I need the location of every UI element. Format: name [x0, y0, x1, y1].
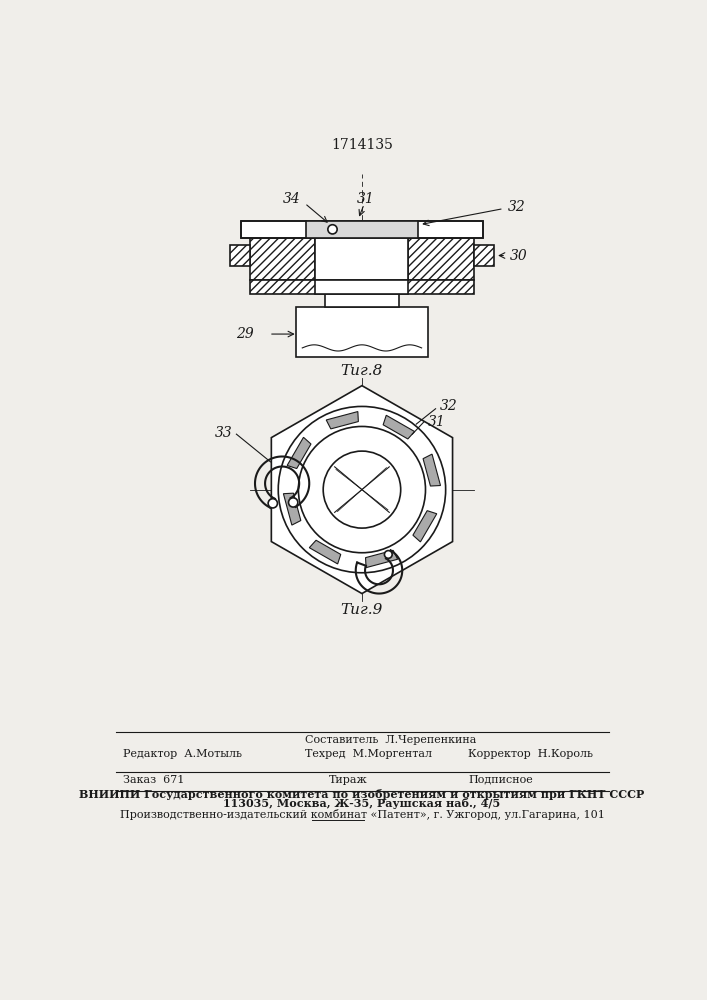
Text: 34: 34: [284, 192, 301, 206]
Polygon shape: [326, 412, 358, 429]
Circle shape: [288, 498, 298, 507]
Text: Техред  М.Моргентал: Техред М.Моргентал: [305, 749, 433, 759]
Text: Производственно-издательский комбинат «Патент», г. Ужгород, ул.Гагарина, 101: Производственно-издательский комбинат «П…: [119, 809, 604, 820]
Text: Корректор  Н.Король: Корректор Н.Король: [468, 749, 593, 759]
Text: Тираж: Тираж: [329, 775, 368, 785]
Bar: [409, 238, 474, 280]
Bar: [306, 221, 418, 238]
Bar: [315, 238, 409, 280]
Polygon shape: [287, 437, 311, 469]
Circle shape: [298, 426, 426, 553]
Circle shape: [385, 551, 392, 558]
Text: ВНИИПИ Государственного комитета по изобретениям и открытиям при ГКНТ СССР: ВНИИПИ Государственного комитета по изоб…: [79, 789, 645, 800]
Text: 113035, Москва, Ж-35, Раушская наб., 4/5: 113035, Москва, Ж-35, Раушская наб., 4/5: [223, 798, 501, 809]
Text: Подписное: Подписное: [468, 775, 533, 785]
Text: 30: 30: [510, 249, 527, 263]
Text: 29: 29: [235, 327, 253, 341]
Polygon shape: [413, 511, 437, 542]
Bar: [230, 245, 250, 266]
Bar: [325, 280, 399, 307]
Text: 1714135: 1714135: [331, 138, 393, 152]
Polygon shape: [383, 415, 414, 439]
Polygon shape: [310, 540, 341, 564]
Text: Составитель  Л.Черепенкина: Составитель Л.Черепенкина: [305, 735, 477, 745]
Circle shape: [268, 499, 277, 508]
Circle shape: [323, 451, 401, 528]
Text: Редактор  А.Мотыль: Редактор А.Мотыль: [123, 749, 243, 759]
Polygon shape: [271, 386, 452, 594]
Text: 31: 31: [357, 192, 375, 206]
Text: 32: 32: [508, 200, 525, 214]
Bar: [315, 280, 409, 294]
Polygon shape: [284, 493, 301, 525]
Text: Τиг.9: Τиг.9: [341, 603, 383, 617]
Text: 32: 32: [440, 399, 457, 413]
Text: 33: 33: [215, 426, 233, 440]
Circle shape: [279, 406, 445, 573]
Polygon shape: [423, 454, 440, 486]
Bar: [241, 221, 483, 238]
Bar: [296, 307, 428, 357]
Bar: [474, 245, 493, 266]
Text: 31: 31: [428, 415, 445, 429]
Bar: [241, 221, 483, 238]
Circle shape: [328, 225, 337, 234]
Bar: [250, 238, 315, 280]
Polygon shape: [366, 550, 397, 568]
Text: Τиг.8: Τиг.8: [341, 364, 383, 378]
Bar: [250, 280, 474, 294]
Text: Заказ  671: Заказ 671: [123, 775, 185, 785]
